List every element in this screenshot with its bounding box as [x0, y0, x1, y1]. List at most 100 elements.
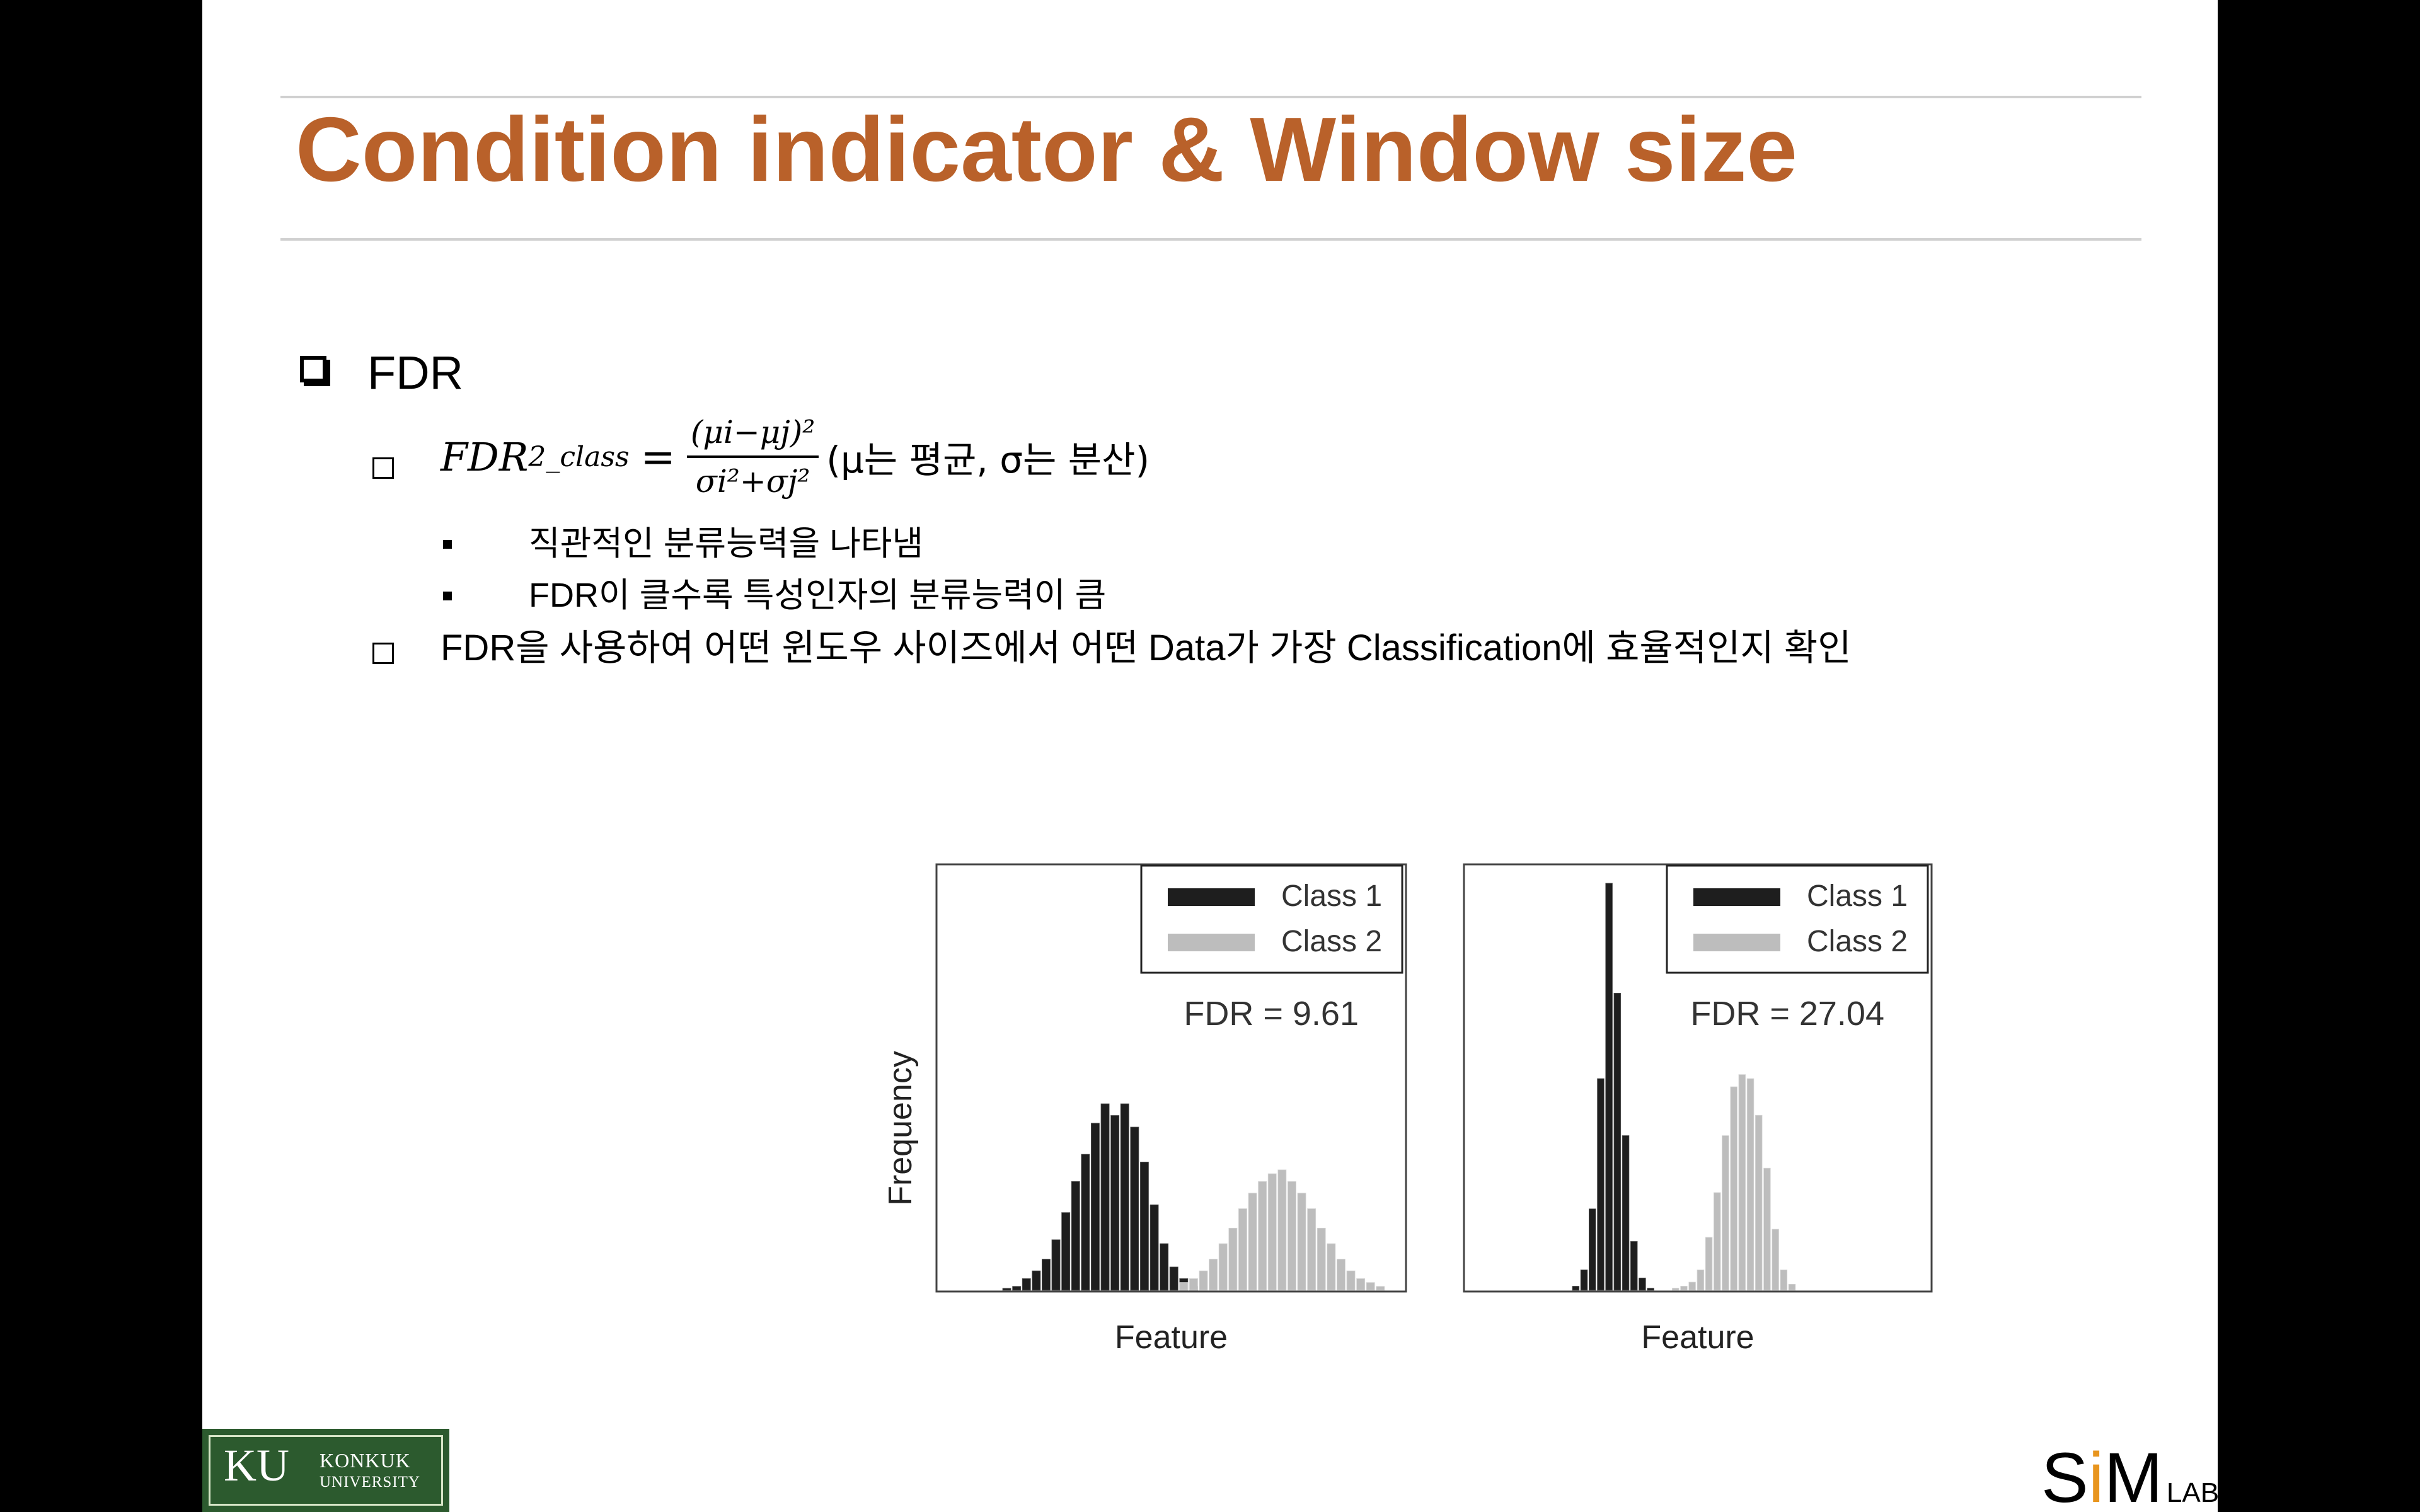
bar-class-2 [1238, 1208, 1247, 1291]
sim-wordmark: SiM [2041, 1438, 2163, 1512]
bar-class-1 [1051, 1239, 1061, 1291]
bar-class-1 [1639, 1278, 1646, 1291]
bar-class-2 [1738, 1074, 1746, 1291]
bar-class-1 [1630, 1241, 1638, 1291]
bar-class-1 [1032, 1270, 1041, 1291]
x-axis-label: Feature [1641, 1319, 1754, 1356]
legend-label: Class 1 [1807, 879, 1908, 913]
bar-class-2 [1356, 1278, 1366, 1291]
slide: Condition indicator & Window size FDR FD… [202, 0, 2218, 1512]
legend-swatch [1168, 888, 1255, 906]
bar-class-1 [1169, 1266, 1178, 1291]
sim-s: S [2041, 1438, 2089, 1512]
legend-label: Class 1 [1281, 879, 1382, 913]
bar-class-2 [1189, 1278, 1198, 1291]
bar-class-1 [1160, 1243, 1169, 1291]
bar-class-2 [1307, 1208, 1317, 1291]
legend-label: Class 2 [1807, 925, 1908, 958]
bar-class-2 [1780, 1269, 1788, 1291]
bar-class-2 [1288, 1181, 1296, 1291]
formula-note: (μ는 평균, σ는 분산) [826, 438, 1150, 481]
bar-class-1 [1580, 1269, 1588, 1291]
bar-class-2 [1697, 1269, 1705, 1291]
legend-box [1140, 864, 1403, 974]
sim-lab: LAB [2166, 1477, 2218, 1508]
bar-class-2 [1763, 1167, 1771, 1291]
bar-class-1 [1081, 1154, 1090, 1291]
logo-frame [209, 1435, 443, 1506]
usage-text: FDR을 사용하여 어떤 윈도우 사이즈에서 어떤 Data가 가장 Class… [441, 627, 1852, 668]
bar-class-1 [1002, 1288, 1011, 1291]
bar-class-1 [1120, 1103, 1129, 1291]
bar-class-2 [1672, 1288, 1680, 1291]
bar-class-2 [1730, 1086, 1737, 1291]
bar-class-1 [1572, 1286, 1580, 1291]
logo-ku-text: KU [224, 1440, 289, 1491]
bullet-icon [443, 540, 452, 549]
sim-i: i [2088, 1438, 2104, 1512]
slide-title: Condition indicator & Window size [296, 98, 1798, 200]
bar-class-1 [1130, 1126, 1139, 1291]
logo-konkuk-text: KONKUK [320, 1449, 411, 1472]
square-bullet-icon [372, 643, 394, 664]
legend-swatch [1168, 934, 1255, 951]
bar-class-1 [1622, 1135, 1630, 1291]
bar-class-2 [1267, 1173, 1277, 1291]
formula-lhs: FDR [441, 433, 529, 480]
bullet-text-1: 직관적인 분류능력을 나타냄 [529, 525, 924, 563]
bar-class-1 [1022, 1278, 1031, 1291]
bar-class-1 [1091, 1123, 1100, 1291]
bar-class-2 [1337, 1259, 1345, 1291]
formula-equals: = [640, 432, 676, 481]
formula-lhs-subscript: 2_class [528, 440, 630, 473]
bar-class-2 [1376, 1286, 1385, 1291]
bar-class-2 [1199, 1270, 1208, 1291]
fdr-annotation: FDR = 9.61 [1184, 995, 1359, 1033]
bar-class-1 [1042, 1259, 1051, 1291]
bar-class-2 [1722, 1135, 1729, 1291]
fdr-histogram-figure: Class 1 Class 2 FDR = 9.61 Feature Frequency… [882, 863, 1933, 1356]
bar-class-1 [1012, 1286, 1022, 1291]
bar-class-2 [1714, 1192, 1721, 1291]
legend-swatch [1693, 934, 1780, 951]
checkbox-bullet-icon [300, 356, 326, 382]
bar-class-2 [1755, 1114, 1763, 1291]
bar-class-2 [1179, 1282, 1189, 1291]
legend-label: Class 2 [1281, 925, 1382, 958]
bullet-icon [443, 592, 452, 600]
histogram-panel-right: Class 1 Class 2 FDR = 27.04 Feature [1463, 863, 1933, 1356]
bar-class-2 [1277, 1169, 1287, 1291]
konkuk-university-logo: KU KONKUK UNIVERSITY [202, 1429, 449, 1512]
bar-class-2 [1297, 1193, 1306, 1291]
y-axis-label: Frequency [882, 1051, 919, 1206]
bar-class-2 [1705, 1237, 1713, 1291]
bar-class-1 [1071, 1181, 1080, 1291]
bar-class-2 [1228, 1227, 1238, 1291]
bar-class-2 [1317, 1227, 1326, 1291]
bar-class-1 [1061, 1212, 1071, 1291]
logo-university-text: UNIVERSITY [320, 1474, 420, 1491]
bar-class-2 [1772, 1228, 1779, 1291]
section-heading: FDR [367, 346, 464, 399]
fraction-bar [686, 455, 819, 458]
bar-class-2 [1209, 1259, 1218, 1291]
bar-class-2 [1346, 1270, 1356, 1291]
bar-class-2 [1327, 1243, 1336, 1291]
bar-class-2 [1688, 1281, 1696, 1291]
simlab-logo: SiM LAB [2041, 1443, 2218, 1512]
fdr-annotation: FDR = 27.04 [1690, 995, 1884, 1033]
bar-class-2 [1258, 1181, 1267, 1291]
bar-class-2 [1366, 1282, 1375, 1291]
bar-class-2 [1248, 1193, 1257, 1291]
sim-m: M [2104, 1438, 2163, 1512]
bar-class-1 [1150, 1204, 1159, 1291]
histogram-panel-left: Class 1 Class 2 FDR = 9.61 Feature Frequency [882, 863, 1407, 1356]
bar-class-1 [1605, 883, 1613, 1291]
bar-class-1 [1589, 1208, 1596, 1291]
legend-box [1666, 864, 1929, 974]
bar-class-1 [1100, 1103, 1110, 1291]
square-bullet-icon [372, 457, 394, 479]
bar-class-1 [1140, 1162, 1149, 1291]
bar-class-1 [1110, 1115, 1120, 1291]
bar-class-2 [1746, 1078, 1754, 1291]
